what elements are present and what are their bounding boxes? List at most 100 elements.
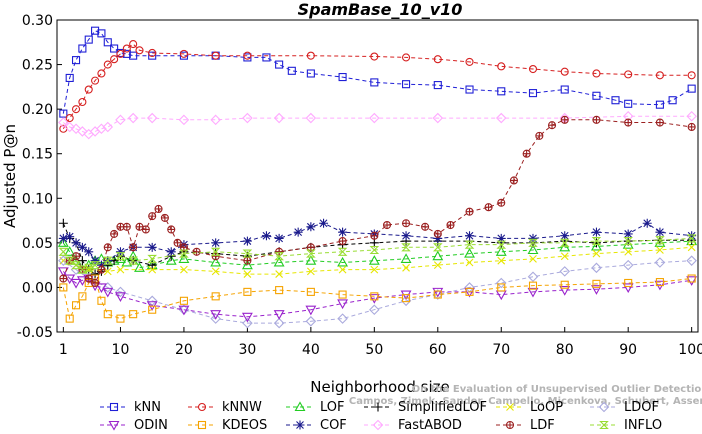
data-point-knn — [611, 96, 620, 105]
data-point-knn — [592, 91, 601, 100]
data-point-lof — [591, 240, 602, 251]
data-point-inflo — [64, 256, 75, 265]
x-axis-title: Neighborhood size — [310, 378, 449, 396]
data-point-fastabod — [70, 123, 82, 135]
series-layer — [57, 26, 698, 329]
y-tick-label: 0.20 — [22, 102, 53, 118]
data-point-knn — [275, 60, 284, 69]
x-tick-label: 20 — [175, 342, 193, 358]
data-point-ldf — [173, 238, 182, 247]
data-point-lof — [57, 237, 69, 247]
x-axis: 1 10 20 30 40 50 60 70 80 90 100 — [59, 327, 702, 358]
data-point-kdeos — [179, 296, 188, 305]
data-point-lof — [165, 255, 177, 265]
data-point-fastabod — [242, 112, 253, 124]
data-point-odin — [115, 292, 126, 302]
data-point-inflo — [102, 256, 113, 265]
data-point-cof — [211, 238, 221, 248]
data-point-ldof — [591, 262, 602, 274]
data-point-lof — [178, 253, 190, 263]
x-tick-label: 60 — [429, 342, 447, 358]
data-point-cof — [71, 238, 81, 248]
data-point-ldof — [273, 317, 285, 329]
data-point-odin — [273, 310, 285, 320]
series-line-odin — [62, 271, 692, 318]
series-knnw — [59, 40, 696, 133]
data-point-lof — [210, 256, 222, 267]
data-point-odin — [337, 299, 349, 310]
data-point-knnw — [306, 51, 315, 60]
x-tick-label: 10 — [112, 342, 130, 358]
data-point-inflo — [528, 238, 538, 247]
data-point-ldf — [103, 243, 112, 252]
data-point-ldf — [192, 247, 201, 256]
data-point-inflo — [71, 261, 81, 270]
data-point-knnw — [687, 71, 696, 80]
data-point-knn — [110, 44, 119, 53]
data-point-ldf — [370, 231, 379, 240]
data-point-inflo — [559, 238, 570, 247]
data-point-inflo — [77, 265, 88, 274]
data-point-simplifiedlof — [90, 269, 100, 279]
data-point-knn — [528, 89, 538, 98]
data-point-knnw — [91, 76, 100, 85]
legend-swatch-marker — [506, 403, 514, 411]
data-point-lof — [134, 262, 145, 272]
data-point-cof — [166, 247, 176, 257]
data-point-inflo — [128, 256, 138, 265]
data-point-fastabod — [146, 112, 158, 124]
data-point-inflo — [623, 237, 634, 246]
data-point-knnw — [433, 55, 442, 64]
data-point-loop — [180, 265, 188, 274]
data-point-cof — [433, 233, 443, 243]
data-point-knnw — [78, 97, 87, 107]
x-tick-label: 40 — [302, 342, 320, 358]
data-point-knnw — [243, 51, 252, 60]
legend-item-knn: kNN — [100, 400, 161, 415]
data-point-cof — [528, 233, 538, 243]
data-point-fastabod — [178, 114, 190, 126]
x-tick-label: 90 — [619, 342, 637, 358]
data-point-inflo — [337, 247, 348, 256]
data-point-fastabod — [102, 121, 114, 133]
y-tick-label: 0.05 — [22, 236, 53, 252]
data-point-ldf — [160, 213, 169, 222]
data-point-knn — [668, 96, 677, 105]
data-point-cof — [147, 242, 157, 252]
data-point-fastabod — [369, 112, 380, 124]
data-point-kdeos — [129, 310, 138, 319]
legend-swatch-marker — [372, 419, 384, 431]
data-point-knnw — [129, 40, 138, 49]
data-point-loop — [243, 270, 252, 278]
legend-swatch-marker — [197, 420, 207, 430]
series-kdeos — [59, 274, 696, 323]
data-point-loop — [148, 265, 157, 274]
legend-item-kdeos: KDEOS — [188, 418, 267, 433]
data-point-kdeos — [528, 281, 538, 290]
data-point-fastabod — [305, 112, 317, 124]
x-tick-label: 50 — [365, 342, 383, 358]
data-point-knn — [262, 53, 271, 62]
x-tick-label: 80 — [556, 342, 574, 358]
data-point-inflo — [369, 245, 380, 255]
data-point-cof — [642, 218, 652, 228]
data-point-ldf — [592, 115, 601, 124]
data-point-knnw — [560, 67, 569, 76]
data-point-ldf — [59, 274, 68, 283]
legend-label: kNN — [134, 400, 161, 415]
data-point-lof — [273, 256, 285, 267]
data-point-ldf — [484, 203, 493, 212]
data-point-kdeos — [465, 287, 474, 296]
data-point-odin — [432, 287, 444, 298]
data-point-loop — [116, 265, 125, 274]
data-point-knn — [84, 35, 93, 44]
data-point-inflo — [655, 236, 665, 245]
data-point-knnw — [497, 62, 506, 71]
data-point-ldf — [655, 118, 664, 127]
x-tick-label: 1 — [59, 342, 68, 358]
data-point-loop — [465, 258, 474, 267]
data-point-inflo — [147, 254, 158, 263]
data-point-knn — [59, 109, 68, 118]
data-point-fastabod — [210, 114, 221, 126]
data-point-lof — [337, 256, 349, 267]
